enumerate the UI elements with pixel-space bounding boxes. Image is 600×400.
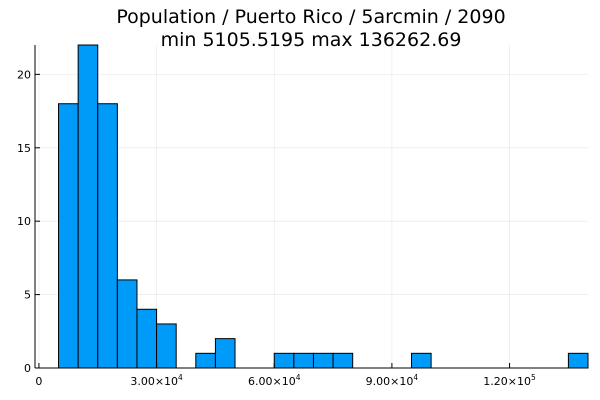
y-tick-label: 5 (24, 289, 31, 302)
y-tick-label: 15 (17, 142, 31, 155)
histogram-bar (58, 103, 79, 369)
chart-title: Population / Puerto Rico / 5arcmin / 209… (116, 6, 505, 28)
chart-subtitle: min 5105.5195 max 136262.69 (161, 29, 462, 51)
y-tick-label: 20 (17, 68, 31, 81)
histogram-bar (97, 103, 118, 369)
x-tick-label: 9.00×104 (366, 373, 419, 388)
y-tick-label: 0 (24, 362, 31, 375)
histogram-bar (293, 352, 314, 369)
histogram-bar (156, 323, 177, 369)
histogram-bar (411, 352, 432, 369)
tick-layer: 0 5 10 15 20 0 3.00×104 6.00×104 9.00×104 1.20×10… (17, 68, 536, 388)
y-tick-label: 10 (17, 215, 31, 228)
histogram-bar (116, 279, 138, 369)
x-tick-label: 1.20×105 (483, 373, 536, 388)
histogram-bar (195, 352, 216, 369)
axis-layer (34, 45, 588, 369)
histogram-bar (136, 308, 158, 369)
histogram-bar (312, 352, 334, 369)
histogram-bar (273, 352, 295, 369)
bar-layer (58, 44, 589, 369)
x-tick-label: 0 (35, 375, 42, 388)
histogram-bar (567, 352, 589, 369)
x-tick-label: 3.00×104 (130, 373, 183, 388)
histogram-bar (214, 338, 236, 369)
x-tick-label: 6.00×104 (248, 373, 301, 388)
histogram-bar (332, 352, 354, 369)
histogram-bar (77, 44, 99, 369)
